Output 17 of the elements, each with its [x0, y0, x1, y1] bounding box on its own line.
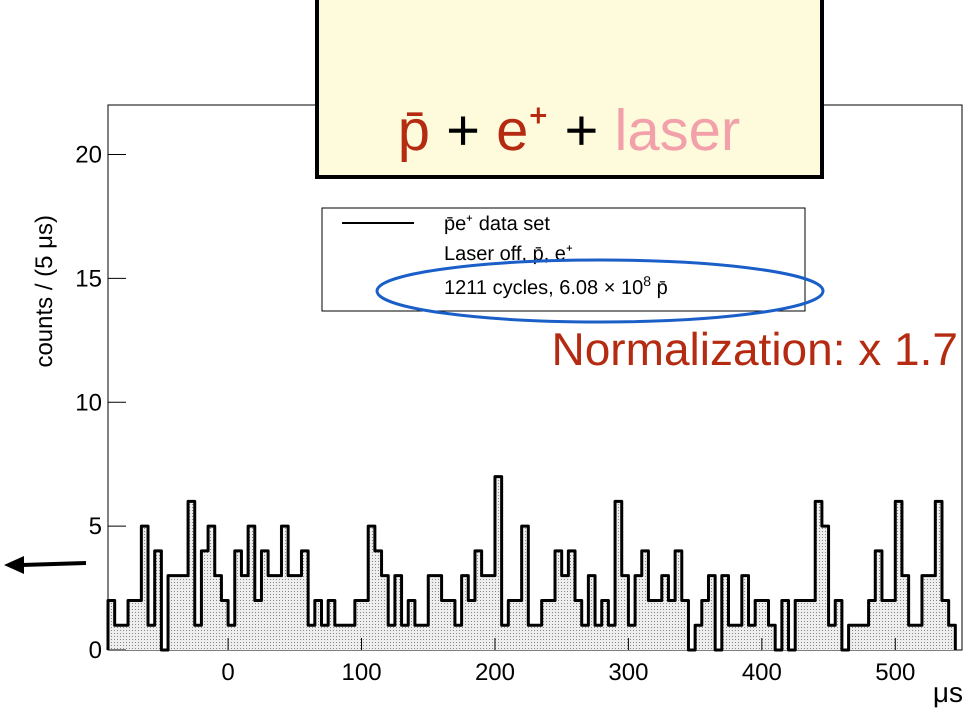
- x-axis-title: μs: [932, 677, 963, 708]
- x-tick-label: 0: [221, 659, 235, 686]
- x-tick-label: 500: [875, 659, 916, 686]
- annotation: 1211 cycles, 6.08 × 10$^{8}$ p̄: [444, 273, 668, 299]
- y-tick-label: 0: [88, 637, 102, 664]
- chart-title: p̄ + e⁺ + laser: [398, 98, 740, 163]
- x-tick-label: 200: [474, 659, 515, 686]
- annotation: Normalization: x 1.7: [552, 323, 958, 375]
- y-axis-title: counts / (5 μs): [31, 215, 58, 368]
- x-tick-label: 400: [742, 659, 782, 686]
- x-tick-label: 100: [342, 659, 382, 686]
- text: p̄e⁺ data set: [444, 213, 550, 235]
- y-tick-label: 20: [75, 142, 102, 169]
- y-tick-label: 10: [75, 389, 102, 416]
- y-tick-label: 15: [75, 265, 102, 292]
- x-tick-label: 300: [608, 659, 648, 686]
- y-tick-label: 5: [88, 513, 102, 540]
